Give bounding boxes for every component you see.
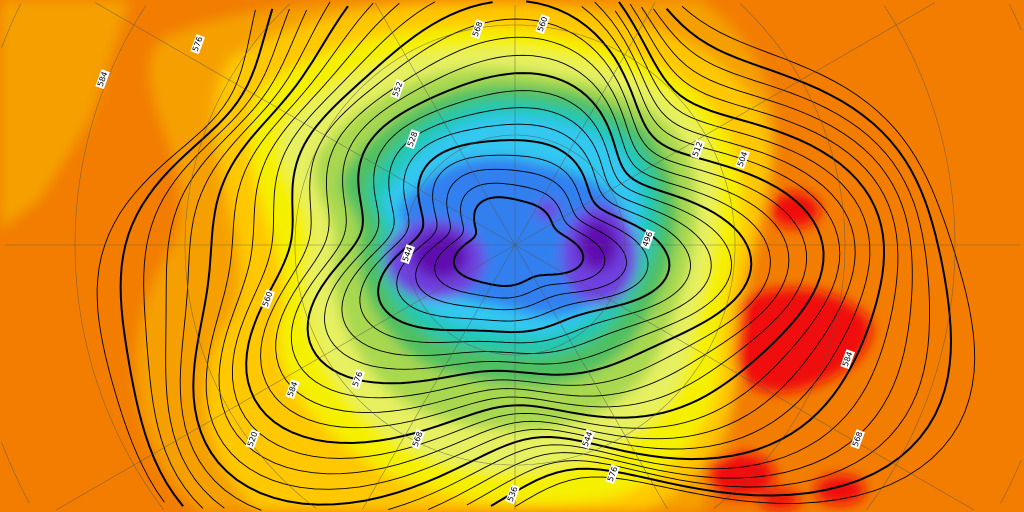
- contour-line: [96, 5, 976, 507]
- meridian-line: [514, 244, 975, 511]
- contour-line: [231, 1, 841, 459]
- meridian-line: [55, 244, 516, 511]
- red-high-pacific: [734, 288, 872, 393]
- meridian-line: [514, 2, 656, 246]
- red-high-southeast-2: [760, 490, 800, 510]
- meridian-line: [94, 2, 516, 246]
- contour-line: [119, 8, 953, 507]
- contour-line: [143, 8, 931, 509]
- contour-line: [165, 6, 913, 511]
- meridian-line: [514, 2, 936, 246]
- contour-line: [179, 1, 899, 511]
- height-contours: [96, 0, 976, 511]
- meridian-line: [514, 244, 668, 510]
- meridian-line: [362, 244, 516, 510]
- latitude-circle: [1, 3, 1022, 504]
- contour-line: [218, 1, 856, 475]
- contour-line: [192, 1, 886, 506]
- red-high-south: [705, 453, 775, 497]
- violet-small: [536, 200, 560, 220]
- meridian-line: [374, 2, 516, 246]
- contour-line: [245, 0, 825, 445]
- red-high-small: [770, 192, 820, 228]
